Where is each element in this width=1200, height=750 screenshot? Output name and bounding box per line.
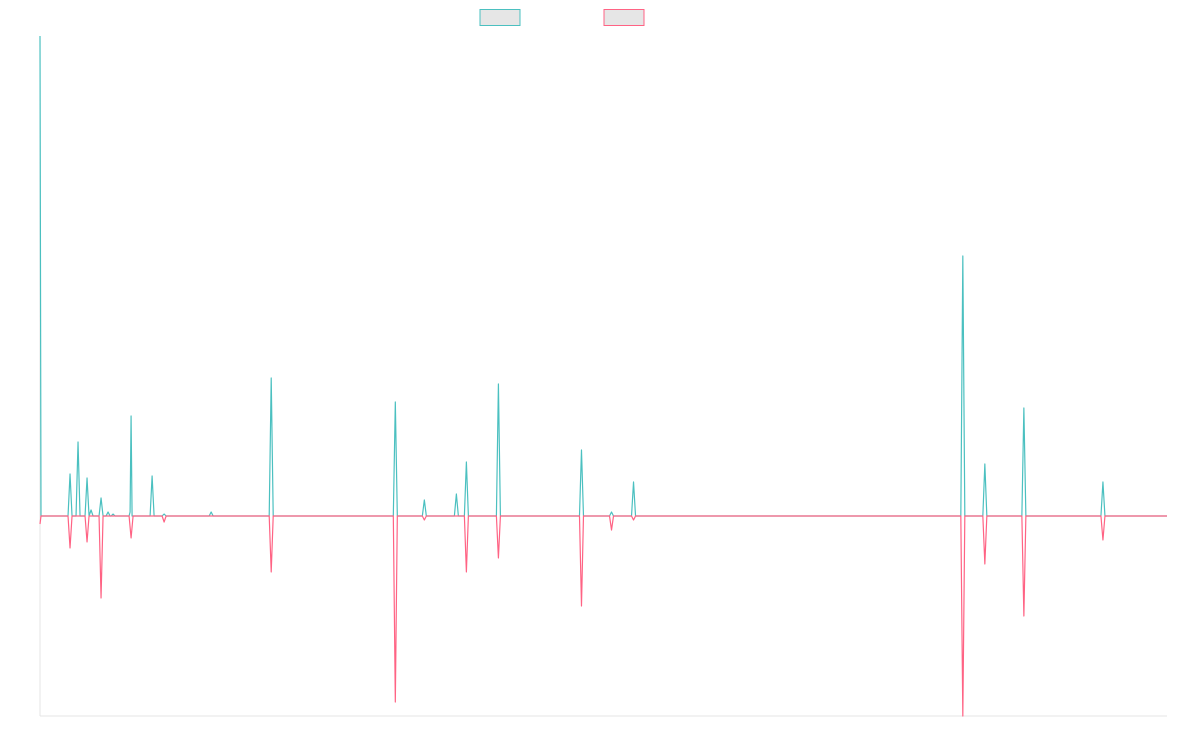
legend-swatch-2 xyxy=(603,9,645,26)
series-line-2 xyxy=(39,515,1167,717)
series-line-1 xyxy=(39,35,1167,517)
legend-swatch-1 xyxy=(479,9,521,26)
